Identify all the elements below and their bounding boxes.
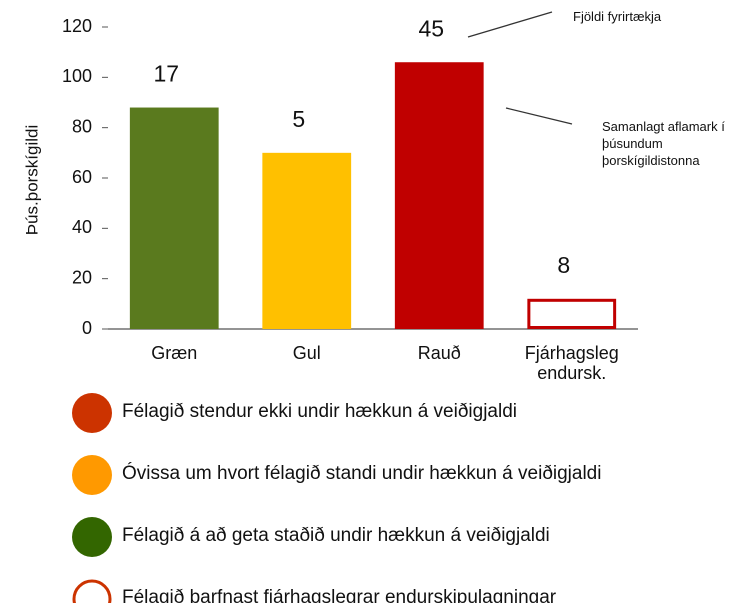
x-tick-label: Gul — [292, 343, 321, 363]
legend-label: Félagið þarfnast fjárhagslegrar endurski… — [122, 587, 557, 603]
legend-marker — [72, 393, 112, 433]
y-tick-label: 120 — [62, 16, 92, 36]
y-tick-label: 20 — [72, 267, 92, 287]
y-tick-label: 60 — [72, 167, 92, 187]
annotation-line — [505, 107, 573, 125]
bar — [129, 107, 219, 330]
y-tick-label: 0 — [82, 318, 92, 338]
x-tick-label: Rauð — [417, 343, 461, 363]
x-tick-label: Fjárhagsleg endursk. — [524, 343, 619, 383]
y-axis-label: Þús.þorskígildi — [22, 125, 41, 236]
legend-label: Óvissa um hvort félagið standi undir hæk… — [122, 463, 602, 484]
legend-label: Félagið stendur ekki undir hækkun á veið… — [122, 401, 518, 422]
bar — [262, 152, 352, 329]
legend-label: Félagið á að geta staðið undir hækkun á … — [122, 525, 550, 546]
data-label: 5 — [292, 106, 305, 132]
legend-marker — [72, 579, 112, 603]
y-tick-label: 40 — [72, 217, 92, 237]
annotation: Samanlagt aflamark í þúsundum þorskígild… — [602, 119, 725, 168]
legend-marker — [72, 517, 112, 557]
bar — [394, 62, 484, 329]
annotation-line — [467, 11, 553, 38]
bar — [527, 298, 617, 329]
y-tick-label: 80 — [72, 116, 92, 136]
data-label: 45 — [418, 15, 444, 41]
x-tick-label: Græn — [151, 343, 198, 363]
data-label: 17 — [153, 61, 179, 87]
legend-marker — [72, 455, 112, 495]
data-label: 8 — [557, 252, 570, 278]
y-tick-label: 100 — [62, 66, 92, 86]
annotation: Fjöldi fyrirtækja — [573, 9, 662, 24]
